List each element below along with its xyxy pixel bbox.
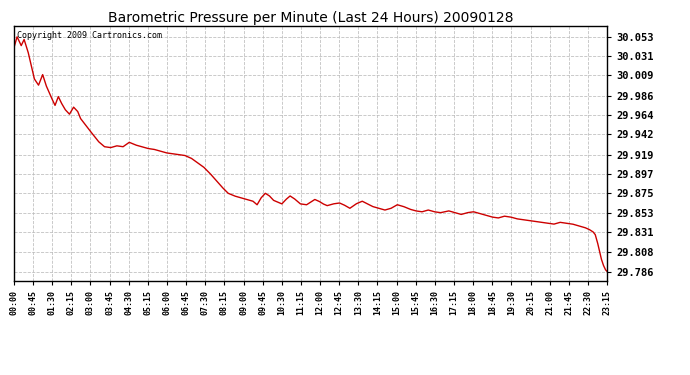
Title: Barometric Pressure per Minute (Last 24 Hours) 20090128: Barometric Pressure per Minute (Last 24 … (108, 11, 513, 25)
Text: Copyright 2009 Cartronics.com: Copyright 2009 Cartronics.com (17, 32, 161, 40)
